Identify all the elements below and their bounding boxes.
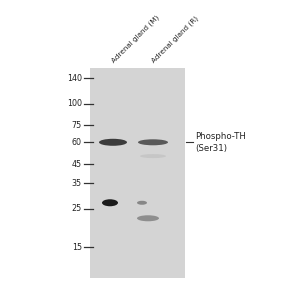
Ellipse shape <box>138 139 168 145</box>
Text: 35: 35 <box>72 178 82 188</box>
Ellipse shape <box>140 154 166 158</box>
Text: Adrenal gland (R): Adrenal gland (R) <box>150 15 200 64</box>
Text: 75: 75 <box>72 121 82 130</box>
Text: 100: 100 <box>67 99 82 108</box>
Ellipse shape <box>99 139 127 146</box>
Text: 45: 45 <box>72 160 82 169</box>
Text: 25: 25 <box>72 204 82 213</box>
Ellipse shape <box>137 215 159 221</box>
Bar <box>90 68 185 278</box>
Ellipse shape <box>137 201 147 205</box>
Ellipse shape <box>102 199 118 206</box>
Text: Phospho-TH
(Ser31): Phospho-TH (Ser31) <box>195 132 246 153</box>
Text: 60: 60 <box>72 138 82 147</box>
Text: Adrenal gland (M): Adrenal gland (M) <box>110 14 160 64</box>
Text: 140: 140 <box>67 74 82 82</box>
Text: 15: 15 <box>72 243 82 252</box>
